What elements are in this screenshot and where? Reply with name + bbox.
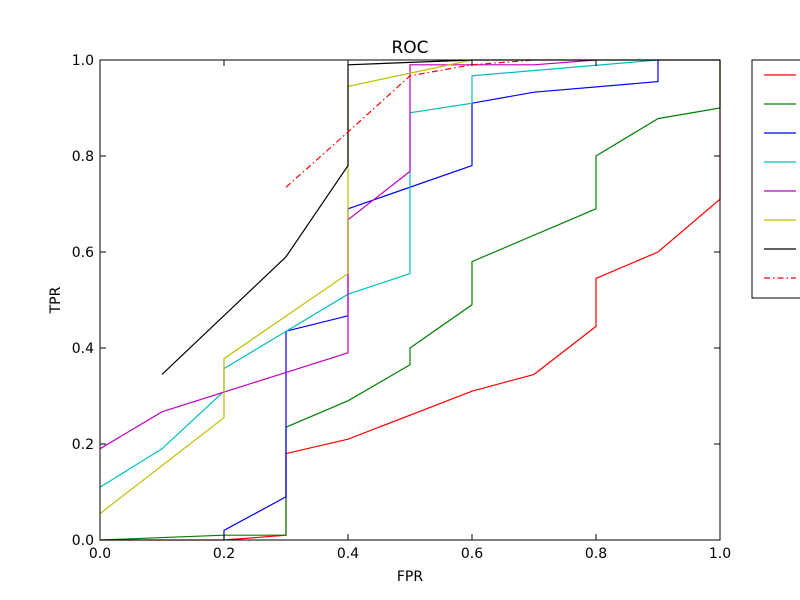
y-tick-label: 0.6	[72, 245, 94, 261]
series-line-6	[99, 59, 473, 515]
series-line-2	[99, 60, 721, 541]
series-line-8	[285, 59, 535, 188]
y-tick-label: 0.4	[72, 341, 94, 357]
x-tick-label: 0.6	[461, 546, 483, 562]
legend	[751, 59, 800, 299]
y-tick-label: 0.8	[72, 149, 94, 165]
legend-box	[751, 59, 800, 299]
y-tick-label: 1.0	[72, 53, 94, 69]
ticks-layer: 0.0 0.2 0.4 0.6 0.8 1.0 0.0 0.2 0.4 0.6 0.8 1.0	[72, 53, 731, 562]
series-line-1	[100, 60, 721, 541]
x-tick-label: 1.0	[709, 546, 731, 562]
x-tick-label: 0.8	[585, 546, 607, 562]
chart-title: ROC	[391, 38, 428, 58]
x-tick-label: 0.0	[89, 546, 111, 562]
series-line-4	[99, 59, 659, 488]
y-axis-label: TPR	[48, 286, 64, 314]
x-tick-label: 0.4	[337, 546, 359, 562]
legend-entries	[764, 74, 796, 279]
y-tick-label: 0.2	[72, 437, 94, 453]
plot-frame	[99, 59, 721, 541]
x-tick-label: 0.2	[213, 546, 235, 562]
y-tick-label: 0.0	[72, 533, 94, 549]
x-axis-label: FPR	[397, 569, 423, 585]
